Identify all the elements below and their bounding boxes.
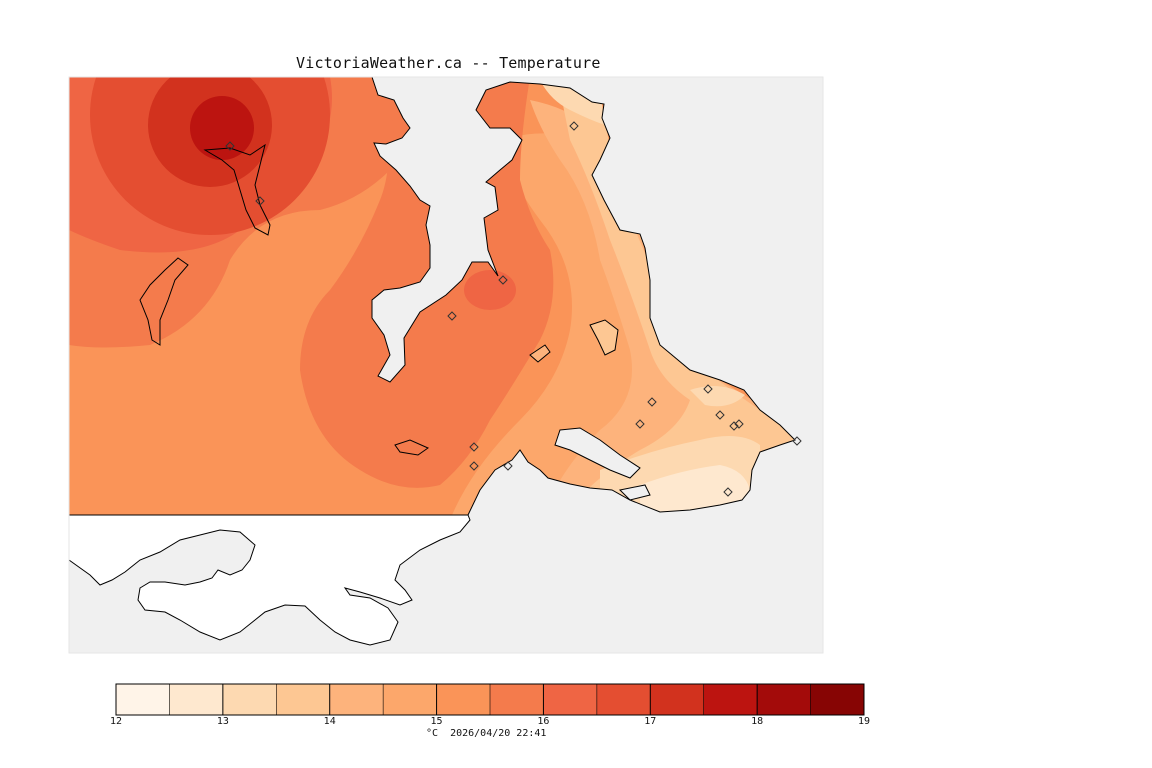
island-inlet <box>394 439 430 456</box>
colorbar-frame <box>115 683 865 716</box>
unit-and-timestamp: °C 2026/04/20 22:41 <box>426 728 547 739</box>
colorbar-swatch <box>222 684 277 715</box>
station-marker <box>723 487 733 497</box>
station-marker <box>635 419 645 429</box>
colorbar-swatch <box>436 684 491 715</box>
colorbar-tick-label: 17 <box>644 716 657 727</box>
station-marker <box>792 436 802 446</box>
station-marker <box>469 442 479 452</box>
colorbar-tick-label: 14 <box>323 716 336 727</box>
map-title: VictoriaWeather.ca -- Temperature <box>296 54 601 72</box>
station-marker <box>447 311 457 321</box>
station-marker <box>225 141 235 151</box>
colorbar-swatch <box>757 684 812 715</box>
colorbar-tick-label: 13 <box>216 716 229 727</box>
station-marker <box>729 421 739 431</box>
island-west <box>139 257 189 346</box>
coastline-east <box>467 81 796 516</box>
colorbar-swatch <box>703 684 758 715</box>
harbour-inlet <box>554 427 641 479</box>
colorbar-swatch <box>329 684 384 715</box>
colorbar-swatch <box>383 684 438 715</box>
colorbar-swatch <box>116 684 170 715</box>
colorbar-tick-label: 18 <box>751 716 764 727</box>
station-marker <box>469 461 479 471</box>
station-marker <box>647 397 657 407</box>
colorbar-swatch <box>543 684 598 715</box>
station-marker <box>715 410 725 420</box>
station-marker <box>255 196 265 206</box>
station-marker <box>498 275 508 285</box>
island-east <box>589 319 619 356</box>
colorbar-tick-label: 15 <box>430 716 443 727</box>
colorbar-tick-label: 16 <box>537 716 550 727</box>
station-marker <box>569 121 579 131</box>
lake-north <box>203 143 271 236</box>
island-small <box>529 344 551 363</box>
station-marker <box>703 384 713 394</box>
map-frame <box>68 76 824 654</box>
station-marker <box>503 461 513 471</box>
coastline-west <box>371 76 499 383</box>
no-data-landmass <box>68 514 471 646</box>
station-markers <box>225 121 802 497</box>
colorbar-swatch <box>276 684 331 715</box>
colorbar-swatch <box>810 684 865 715</box>
station-marker <box>734 419 744 429</box>
harbour-inlet-small <box>618 484 651 501</box>
colorbar-swatch <box>650 684 705 715</box>
colorbar-tick-label: 19 <box>857 716 871 727</box>
colorbar-swatch <box>169 684 224 715</box>
colorbar-tick-label: 12 <box>109 716 123 727</box>
colorbar-swatch <box>596 684 651 715</box>
colorbar-swatch <box>490 684 544 715</box>
